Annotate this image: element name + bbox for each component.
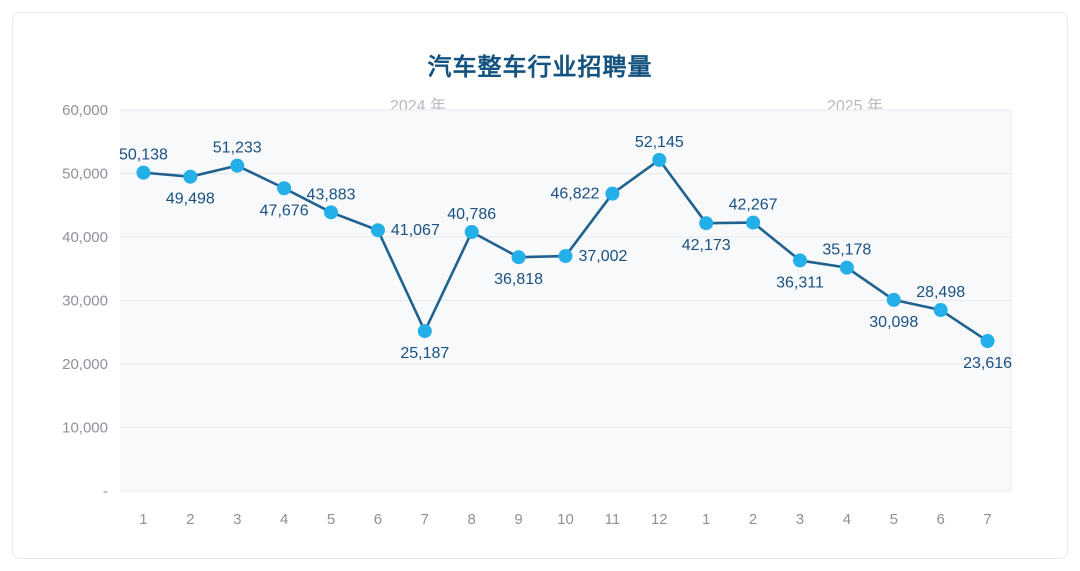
x-tick-label: 2 [186,511,194,528]
data-point-label: 25,187 [400,345,449,362]
y-tick-label: 60,000 [62,102,108,119]
data-point [699,216,714,231]
data-point [464,225,479,240]
x-tick-label: 4 [280,511,288,528]
y-tick-label: 40,000 [62,229,108,246]
x-tick-label: 3 [796,511,804,528]
data-point-label: 37,002 [579,248,628,265]
data-point-label: 43,883 [307,186,356,203]
data-point [652,152,667,167]
x-tick-label: 6 [936,511,944,528]
data-point-label: 40,786 [447,206,496,223]
data-point-label: 47,676 [260,202,309,219]
data-point [417,324,432,339]
y-tick-label: 10,000 [62,420,108,437]
x-tick-label: 1 [139,511,147,528]
data-point [839,260,854,275]
x-tick-label: 10 [557,511,574,528]
data-point [511,250,526,265]
data-point-label: 49,498 [166,191,215,208]
x-tick-label: 8 [468,511,476,528]
x-tick-label: 3 [233,511,241,528]
data-point-label: 52,145 [635,134,684,151]
chart-title: 汽车整车行业招聘量 [427,54,653,81]
data-point [136,165,151,180]
data-point-label: 42,173 [682,237,731,254]
data-point-label: 36,818 [494,271,543,288]
data-point-label: 42,267 [729,197,778,214]
y-tick-label: 30,000 [62,293,108,310]
x-tick-label: 2 [749,511,757,528]
y-tick-label: 50,000 [62,166,108,183]
data-point [277,181,292,196]
x-tick-label: 7 [421,511,429,528]
data-point [324,205,339,220]
data-point [558,249,573,264]
data-point [183,169,198,184]
x-tick-label: 7 [983,511,991,528]
x-tick-label: 12 [651,511,668,528]
data-point-label: 23,616 [963,355,1012,372]
data-point-label: 35,178 [822,242,871,259]
data-point [370,223,385,238]
y-tick-label: 20,000 [62,356,108,373]
data-point-label: 30,098 [869,314,918,331]
data-point-label: 36,311 [776,274,824,291]
data-point [980,334,995,349]
data-point [792,253,807,268]
data-point [746,215,761,230]
y-tick-label: - [103,483,108,500]
data-point-label: 50,138 [119,147,168,164]
data-point-label: 28,498 [916,284,965,301]
data-point-label: 41,067 [391,222,440,239]
x-tick-label: 4 [843,511,851,528]
x-tick-label: 11 [605,511,621,528]
x-tick-label: 5 [327,511,335,528]
data-point-label: 46,822 [550,186,599,203]
data-point [605,186,620,201]
data-point [886,292,901,307]
x-tick-label: 6 [374,511,382,528]
data-point-label: 51,233 [213,140,262,157]
x-tick-label: 5 [890,511,898,528]
data-point [230,158,245,173]
x-tick-label: 9 [514,511,522,528]
x-tick-label: 1 [702,511,710,528]
data-point [933,303,948,318]
